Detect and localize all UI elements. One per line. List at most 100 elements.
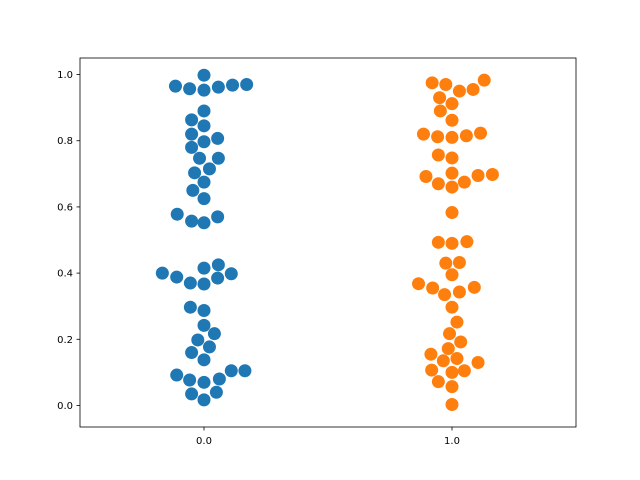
- data-point: [238, 364, 252, 378]
- data-point: [431, 375, 445, 389]
- data-point: [155, 266, 169, 280]
- data-point: [412, 277, 426, 291]
- data-point: [431, 177, 445, 191]
- x-tick-label: 0.0: [196, 436, 212, 447]
- x-axis: 0.0 1.0: [196, 427, 460, 447]
- data-point: [457, 175, 471, 189]
- y-tick-label: 0.4: [57, 269, 73, 280]
- data-point: [207, 327, 221, 341]
- series-1: [412, 73, 499, 411]
- y-tick-label: 0.0: [57, 401, 73, 412]
- points-layer: [155, 68, 499, 411]
- data-point: [170, 270, 184, 284]
- data-point: [183, 300, 197, 314]
- data-point: [211, 131, 225, 145]
- data-point: [186, 183, 200, 197]
- data-point: [433, 104, 447, 118]
- plot-area: [80, 58, 576, 427]
- data-point: [439, 77, 453, 91]
- x-tick-label: 1.0: [444, 436, 460, 447]
- data-point: [211, 80, 225, 94]
- data-point: [183, 373, 197, 387]
- data-point: [438, 288, 452, 302]
- data-point: [445, 268, 459, 282]
- axes-layer: [79, 57, 577, 428]
- data-point: [445, 380, 459, 394]
- data-point: [185, 140, 199, 154]
- data-point: [431, 148, 445, 162]
- data-point: [471, 168, 485, 182]
- data-point: [474, 126, 488, 140]
- data-point: [197, 353, 211, 367]
- data-point: [211, 210, 225, 224]
- y-tick-label: 0.2: [57, 335, 73, 346]
- data-point: [452, 285, 466, 299]
- data-point: [485, 167, 499, 181]
- data-point: [191, 333, 205, 347]
- data-point: [193, 151, 207, 165]
- axes-frame: [79, 57, 577, 428]
- data-point: [202, 340, 216, 354]
- data-point: [170, 368, 184, 382]
- data-point: [416, 127, 430, 141]
- data-point: [452, 84, 466, 98]
- data-point: [168, 79, 182, 93]
- data-point: [445, 130, 459, 144]
- data-point: [197, 277, 211, 291]
- data-point: [197, 68, 211, 82]
- data-point: [445, 236, 459, 250]
- data-point: [445, 180, 459, 194]
- data-point: [197, 261, 211, 275]
- data-point: [424, 347, 438, 361]
- data-point: [197, 119, 211, 133]
- data-point: [185, 214, 199, 228]
- data-point: [188, 166, 202, 180]
- data-point: [457, 364, 471, 378]
- data-point: [445, 365, 459, 379]
- data-point: [202, 162, 216, 176]
- data-point: [445, 113, 459, 127]
- y-tick-label: 0.6: [57, 202, 73, 213]
- data-point: [471, 355, 485, 369]
- data-point: [452, 256, 466, 270]
- data-point: [441, 342, 455, 356]
- data-point: [197, 175, 211, 189]
- data-point: [185, 113, 199, 127]
- data-point: [209, 385, 223, 399]
- series-0: [155, 68, 254, 407]
- data-point: [211, 151, 225, 165]
- data-point: [197, 135, 211, 149]
- data-point: [445, 206, 459, 220]
- y-tick-label: 1.0: [57, 70, 73, 81]
- data-point: [450, 315, 464, 329]
- data-point: [197, 393, 211, 407]
- data-point: [425, 363, 439, 377]
- data-point: [450, 352, 464, 365]
- data-point: [224, 267, 238, 281]
- data-point: [197, 192, 211, 206]
- data-point: [454, 335, 468, 349]
- data-point: [466, 82, 480, 96]
- data-point: [460, 235, 474, 249]
- data-point: [425, 76, 439, 90]
- data-point: [224, 364, 238, 378]
- data-point: [426, 281, 440, 295]
- data-point: [436, 354, 450, 368]
- data-point: [211, 258, 225, 272]
- data-point: [197, 375, 211, 389]
- data-point: [439, 256, 453, 270]
- data-point: [211, 271, 225, 285]
- y-tick-label: 0.8: [57, 136, 73, 147]
- data-point: [445, 300, 459, 314]
- data-point: [477, 73, 491, 87]
- data-point: [197, 304, 211, 318]
- data-point: [431, 235, 445, 249]
- data-point: [183, 82, 197, 96]
- data-point: [226, 78, 240, 92]
- data-point: [197, 104, 211, 118]
- data-point: [185, 387, 199, 401]
- data-point: [459, 129, 473, 143]
- data-point: [445, 398, 459, 411]
- data-point: [197, 83, 211, 97]
